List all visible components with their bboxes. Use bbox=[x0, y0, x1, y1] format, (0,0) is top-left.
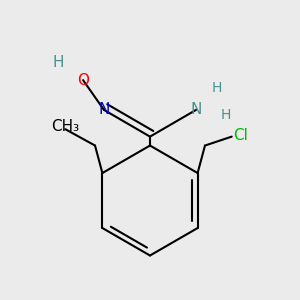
Text: H: H bbox=[220, 108, 231, 122]
Text: CH₃: CH₃ bbox=[51, 119, 80, 134]
Text: Cl: Cl bbox=[233, 128, 248, 142]
Text: N: N bbox=[98, 102, 110, 117]
Text: H: H bbox=[52, 55, 64, 70]
Text: O: O bbox=[77, 73, 89, 88]
Text: H: H bbox=[212, 81, 222, 94]
Text: N: N bbox=[190, 102, 202, 117]
